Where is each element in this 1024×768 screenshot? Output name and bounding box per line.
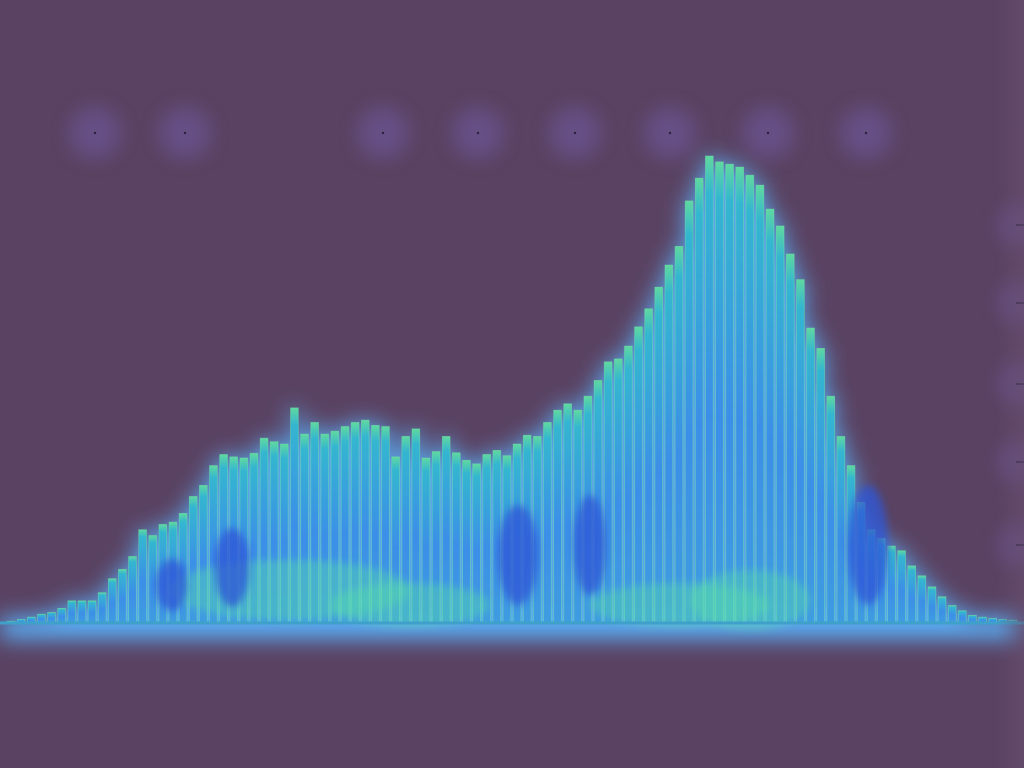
bar-93 [947,605,957,624]
bar-92 [937,596,947,624]
heat-hot-3 [690,570,810,630]
bar-6 [67,600,77,624]
bar-14 [148,535,158,624]
bar-81 [826,395,836,624]
bar-59 [603,361,613,624]
bar-53 [543,422,552,624]
bar-90 [917,575,927,624]
bar-61 [624,345,633,624]
header-dot-center-6 [766,131,770,135]
bar-54 [553,409,562,624]
bar-69 [705,155,714,624]
heat-hot-1 [330,583,490,627]
bar-74 [755,184,765,624]
bar-10 [108,578,117,624]
bar-4 [47,612,56,624]
glow-silhouette [6,156,1018,633]
bar-73 [745,174,755,624]
header-dot-center-2 [381,131,385,135]
header-dot-center-7 [864,131,868,135]
bar-63 [644,308,653,624]
bar-66 [674,245,684,624]
bar-89 [907,565,917,624]
bar-71 [725,163,734,624]
bar-5 [57,608,66,624]
bar-88 [897,550,906,624]
bar-12 [128,556,137,624]
bar-78 [796,279,805,624]
header-dot-center-0 [93,131,97,135]
bars-layer [6,155,1018,624]
bar-62 [634,326,643,624]
header-dot-center-3 [476,131,480,135]
bar-80 [816,348,825,624]
bar-67 [684,200,694,624]
bar-11 [118,568,127,624]
bar-64 [654,286,664,624]
heat-cool-3 [574,495,606,595]
header-dot-center-1 [183,131,187,135]
bar-60 [614,358,623,624]
bar-94 [958,610,967,624]
bar-76 [775,225,785,624]
heat-cool-4 [848,485,888,605]
bar-8 [87,600,97,624]
heat-cool-1 [156,559,188,611]
heat-overlay [156,485,888,630]
bar-87 [887,545,896,624]
bar-13 [138,529,147,624]
header-dot-center-5 [668,131,672,135]
header-dot-row [69,107,892,159]
bar-91 [927,586,937,624]
bar-75 [765,208,775,624]
bar-72 [735,166,744,624]
bar-68 [694,177,704,624]
bar-70 [715,161,724,624]
heat-cool-2 [498,505,538,605]
bar-65 [664,264,674,624]
bar-82 [836,436,846,624]
bar-79 [806,327,815,624]
bar-9 [97,592,107,624]
bar-55 [563,403,572,624]
heat-cool-0 [214,528,250,608]
bar-77 [786,253,795,624]
bar-7 [77,600,87,624]
right-tick-marks [998,203,1024,567]
header-dot-center-4 [573,131,577,135]
